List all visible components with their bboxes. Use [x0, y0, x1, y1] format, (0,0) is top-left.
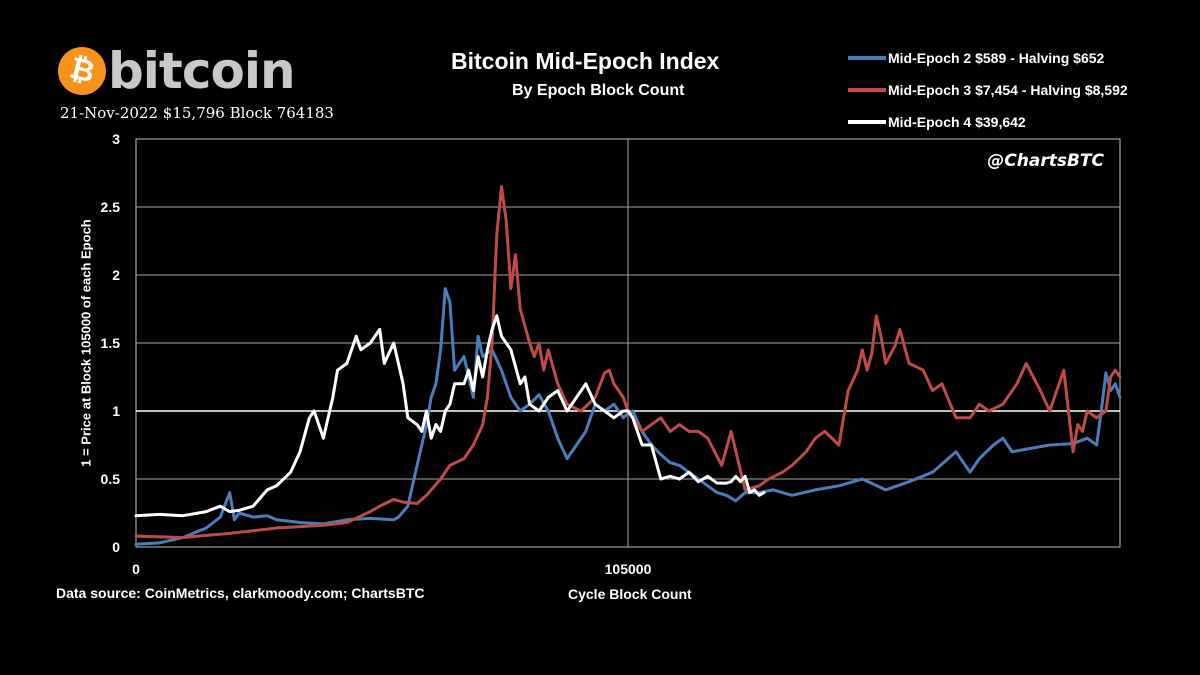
chart-title: Bitcoin Mid-Epoch Index [451, 48, 720, 74]
y-tick-label: 3 [112, 131, 120, 147]
legend-label-epoch2: Mid-Epoch 2 $589 - Halving $652 [888, 50, 1105, 66]
y-tick-label: 0 [112, 539, 120, 555]
data-source-note: Data source: CoinMetrics, clarkmoody.com… [56, 585, 425, 601]
x-tick-label: 105000 [605, 561, 652, 577]
y-axis-label: 1 = Price at Block 105000 of each Epoch [78, 219, 94, 467]
chart-subtitle: By Epoch Block Count [512, 82, 685, 99]
legend: Mid-Epoch 2 $589 - Halving $652 Mid-Epoc… [848, 42, 1128, 138]
legend-item-epoch2: Mid-Epoch 2 $589 - Halving $652 [848, 42, 1128, 74]
legend-swatch-epoch3 [848, 88, 886, 92]
snapshot-info: 21-Nov-2022 $15,796 Block 764183 [60, 104, 334, 122]
series-line-epoch3 [134, 185, 1122, 539]
legend-label-epoch4: Mid-Epoch 4 $39,642 [888, 114, 1026, 130]
y-tick-label: 1 [112, 403, 120, 419]
grid-lines [136, 139, 1120, 547]
legend-swatch-epoch2 [848, 56, 886, 60]
bitcoin-logo: ₿ bitcoin [52, 41, 296, 101]
legend-swatch-epoch4 [848, 120, 886, 124]
legend-label-epoch3: Mid-Epoch 3 $7,454 - Halving $8,592 [888, 82, 1128, 98]
author-handle: @ChartsBTC [987, 151, 1104, 171]
y-tick-label: 1.5 [101, 335, 121, 351]
x-tick-label: 0 [132, 561, 140, 577]
tick-labels: 0 0.5 1 1.5 2 2.5 3 0 105000 [101, 131, 652, 577]
y-tick-label: 0.5 [101, 471, 121, 487]
x-axis-label: Cycle Block Count [568, 586, 692, 602]
series-line-epoch4 [134, 314, 766, 518]
y-tick-label: 2.5 [101, 199, 121, 215]
bitcoin-coin-icon: ₿ [52, 41, 112, 101]
legend-item-epoch4: Mid-Epoch 4 $39,642 [848, 106, 1128, 138]
series-lines [134, 185, 1122, 546]
legend-item-epoch3: Mid-Epoch 3 $7,454 - Halving $8,592 [848, 74, 1128, 106]
bitcoin-wordmark: bitcoin [108, 42, 296, 100]
y-tick-label: 2 [112, 267, 120, 283]
